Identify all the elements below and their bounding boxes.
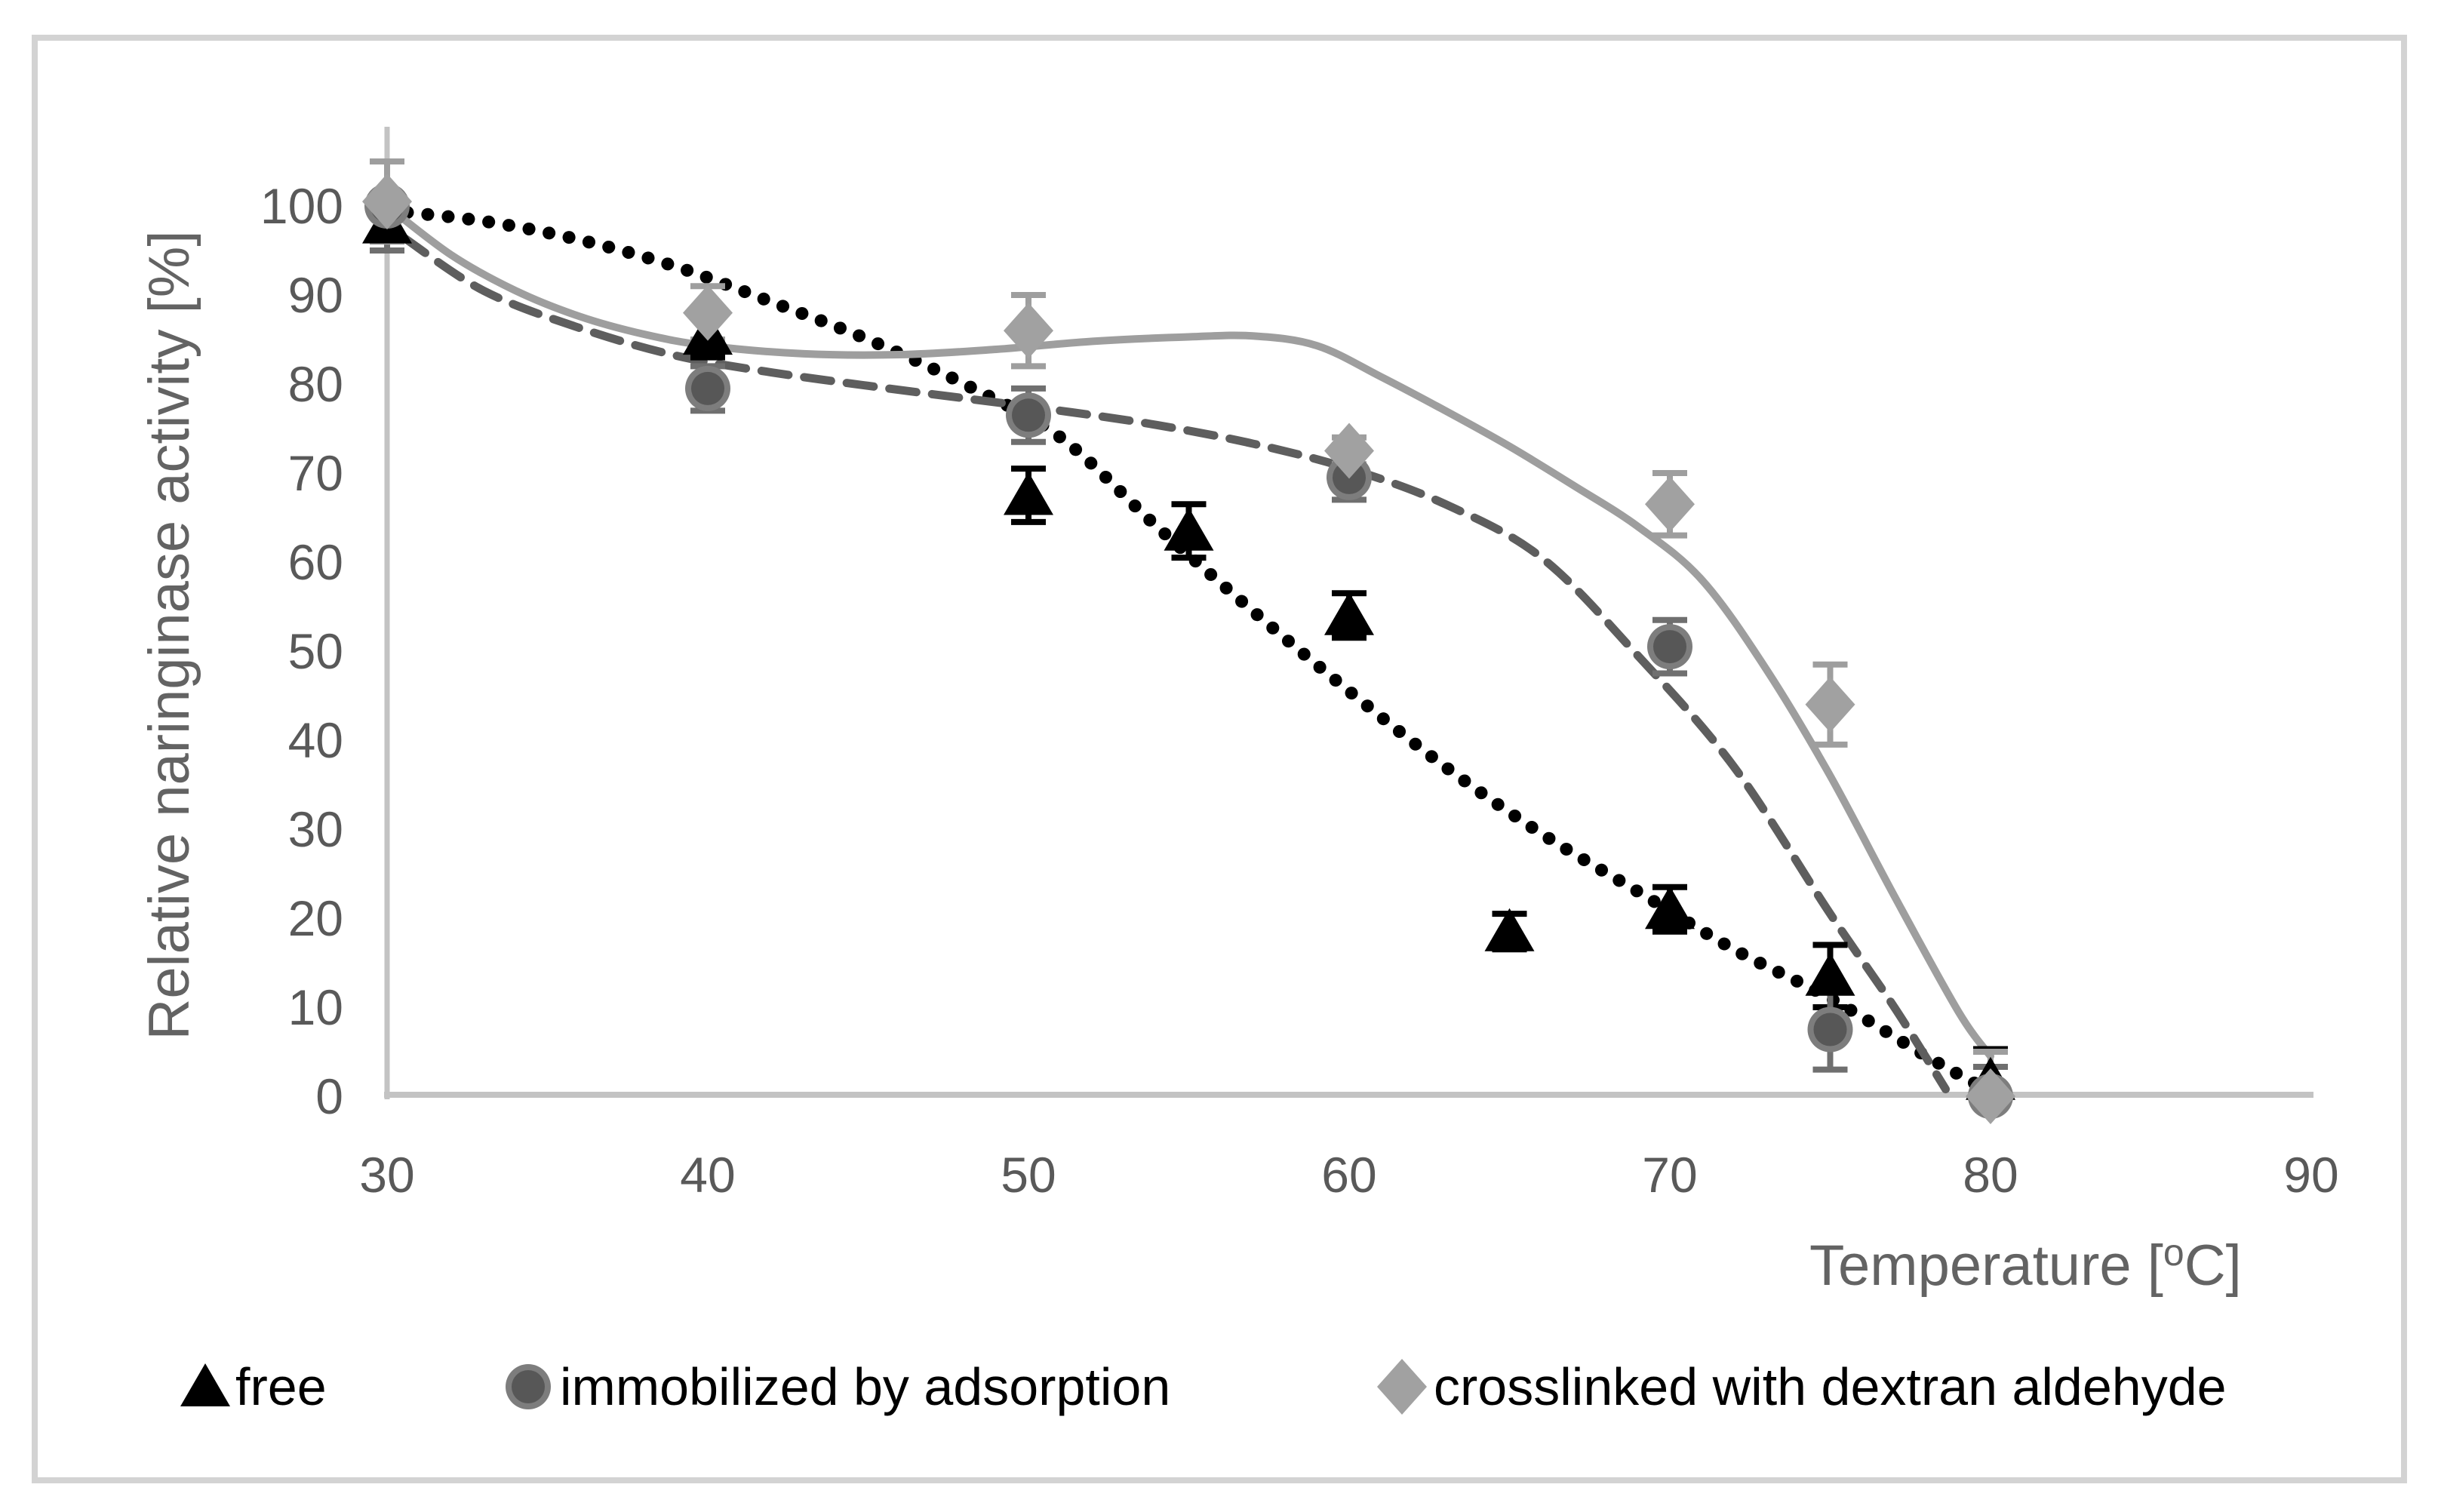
trend-lines (380, 202, 1997, 1099)
diamond-marker-icon (362, 174, 412, 230)
diamond-marker-icon (1805, 676, 1855, 733)
y-tick-label: 20 (288, 890, 343, 946)
triangle-marker-icon (1324, 592, 1374, 635)
trend-line-dashed (398, 232, 1950, 1094)
triangle-marker-icon (180, 1363, 230, 1406)
diamond-marker-icon (683, 284, 733, 341)
triangle-marker-icon (1164, 507, 1214, 551)
legend: free immobilized by adsorption crosslinked… (180, 1357, 2227, 1416)
trend-line-dotted (380, 204, 1997, 1099)
y-axis-title: Relative naringinase activity [%] (137, 231, 201, 1040)
y-tick-label: 0 (315, 1068, 343, 1124)
legend-label: immobilized by adsorption (560, 1357, 1170, 1416)
y-tick-label: 80 (288, 356, 343, 412)
x-axis-title: Temperature [oC] (1809, 1231, 2242, 1298)
circle-marker-icon (685, 365, 730, 411)
circle-marker-icon (506, 1364, 551, 1409)
x-tick-label: 30 (359, 1147, 414, 1203)
y-tick-label: 70 (288, 445, 343, 501)
y-tick-label: 60 (288, 534, 343, 590)
diamond-marker-icon (1377, 1359, 1427, 1415)
y-tick-label: 30 (288, 801, 343, 857)
legend-item: crosslinked with dextran aldehyde (1377, 1357, 2227, 1416)
x-tick-labels: 30 40 50 60 70 80 90 (359, 1147, 2338, 1203)
trend-line-solid (383, 202, 1994, 1060)
figure-border (32, 35, 2407, 1483)
y-tick-labels: 0 10 20 30 40 50 60 70 80 90 100 (260, 178, 343, 1124)
triangle-marker-icon (1645, 886, 1695, 930)
x-tick-label: 50 (1001, 1147, 1056, 1203)
x-tick-label: 80 (1963, 1147, 2018, 1203)
x-tick-label: 60 (1321, 1147, 1376, 1203)
circle-marker-icon (1006, 392, 1051, 438)
y-tick-label: 90 (288, 267, 343, 323)
circle-marker-icon (1647, 624, 1692, 670)
x-tick-label: 70 (1642, 1147, 1697, 1203)
circle-marker-icon (1807, 1006, 1853, 1053)
triangle-marker-icon (1484, 908, 1535, 951)
diamond-marker-icon (1004, 303, 1053, 359)
legend-label: free (235, 1357, 327, 1416)
diamond-marker-icon (1645, 476, 1695, 533)
series-diamond (362, 174, 2015, 1124)
y-tick-label: 50 (288, 623, 343, 679)
x-tick-label: 40 (680, 1147, 735, 1203)
y-tick-label: 10 (288, 979, 343, 1035)
triangle-marker-icon (1805, 952, 1855, 996)
triangle-marker-icon (1004, 472, 1053, 515)
y-tick-label: 100 (260, 178, 343, 234)
diamond-marker-icon (1966, 1068, 2015, 1124)
legend-label: crosslinked with dextran aldehyde (1434, 1357, 2227, 1416)
legend-item: free (180, 1357, 327, 1416)
x-tick-label: 90 (2283, 1147, 2338, 1203)
diamond-marker-icon (1324, 423, 1374, 479)
legend-item: immobilized by adsorption (506, 1357, 1170, 1416)
y-tick-label: 40 (288, 712, 343, 768)
